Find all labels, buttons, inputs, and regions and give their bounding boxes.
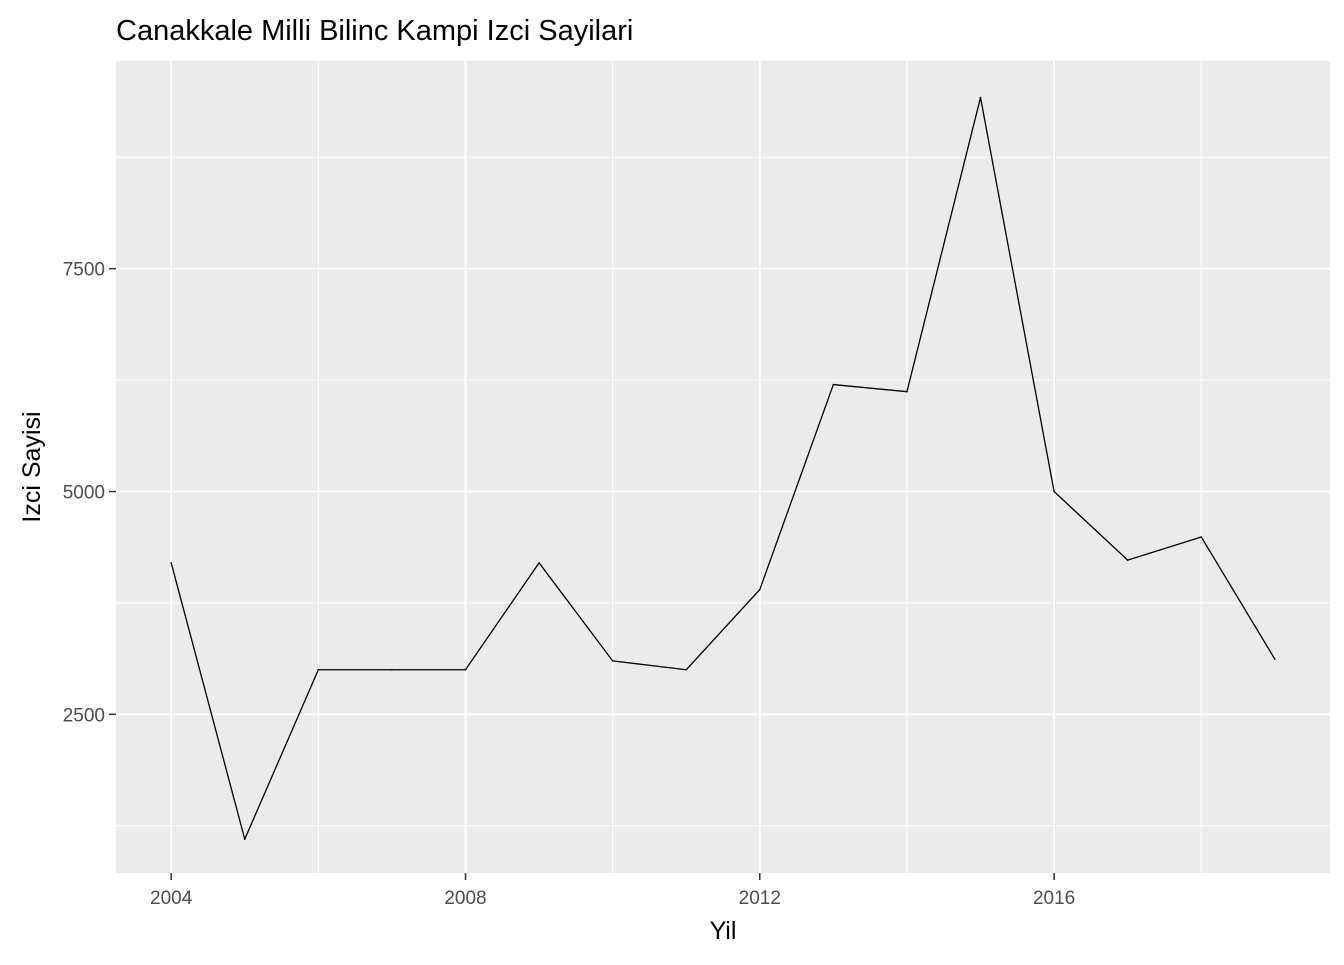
data-point [1200,536,1203,538]
x-tick-label: 2012 [739,888,781,909]
data-point [906,390,908,393]
data-point [317,668,320,671]
x-axis-title: Yil [710,917,737,945]
x-tick-label: 2004 [150,888,193,909]
data-point [611,660,614,662]
x-tick-label: 2008 [444,888,486,909]
x-tick-label: 2016 [1033,888,1075,909]
y-axis: 2500 5000 7500 [63,260,116,726]
major-gridlines [116,61,1330,873]
data-point [1053,490,1055,493]
data-point [1126,559,1129,561]
data-point [685,668,688,671]
data-point [758,588,761,591]
y-tick-label: 5000 [63,483,105,504]
data-point [979,96,982,99]
plot-panel [116,61,1330,873]
data-point [243,838,246,840]
data-point [1274,658,1276,660]
y-tick-label: 7500 [63,260,105,281]
data-point [391,668,393,671]
y-axis-title: Izci Sayisi [18,411,46,522]
series-layer [170,96,1276,840]
minor-gridlines [116,61,1330,873]
data-point [538,562,540,564]
chart-title: Canakkale Milli Bilinc Kampi Izci Sayila… [116,15,633,47]
series-line [170,96,1276,840]
x-axis: 2004 2008 2012 2016 [150,873,1075,909]
y-tick-label: 2500 [63,705,105,726]
data-point [170,562,172,564]
data-point [832,383,835,386]
data-point [464,668,467,671]
